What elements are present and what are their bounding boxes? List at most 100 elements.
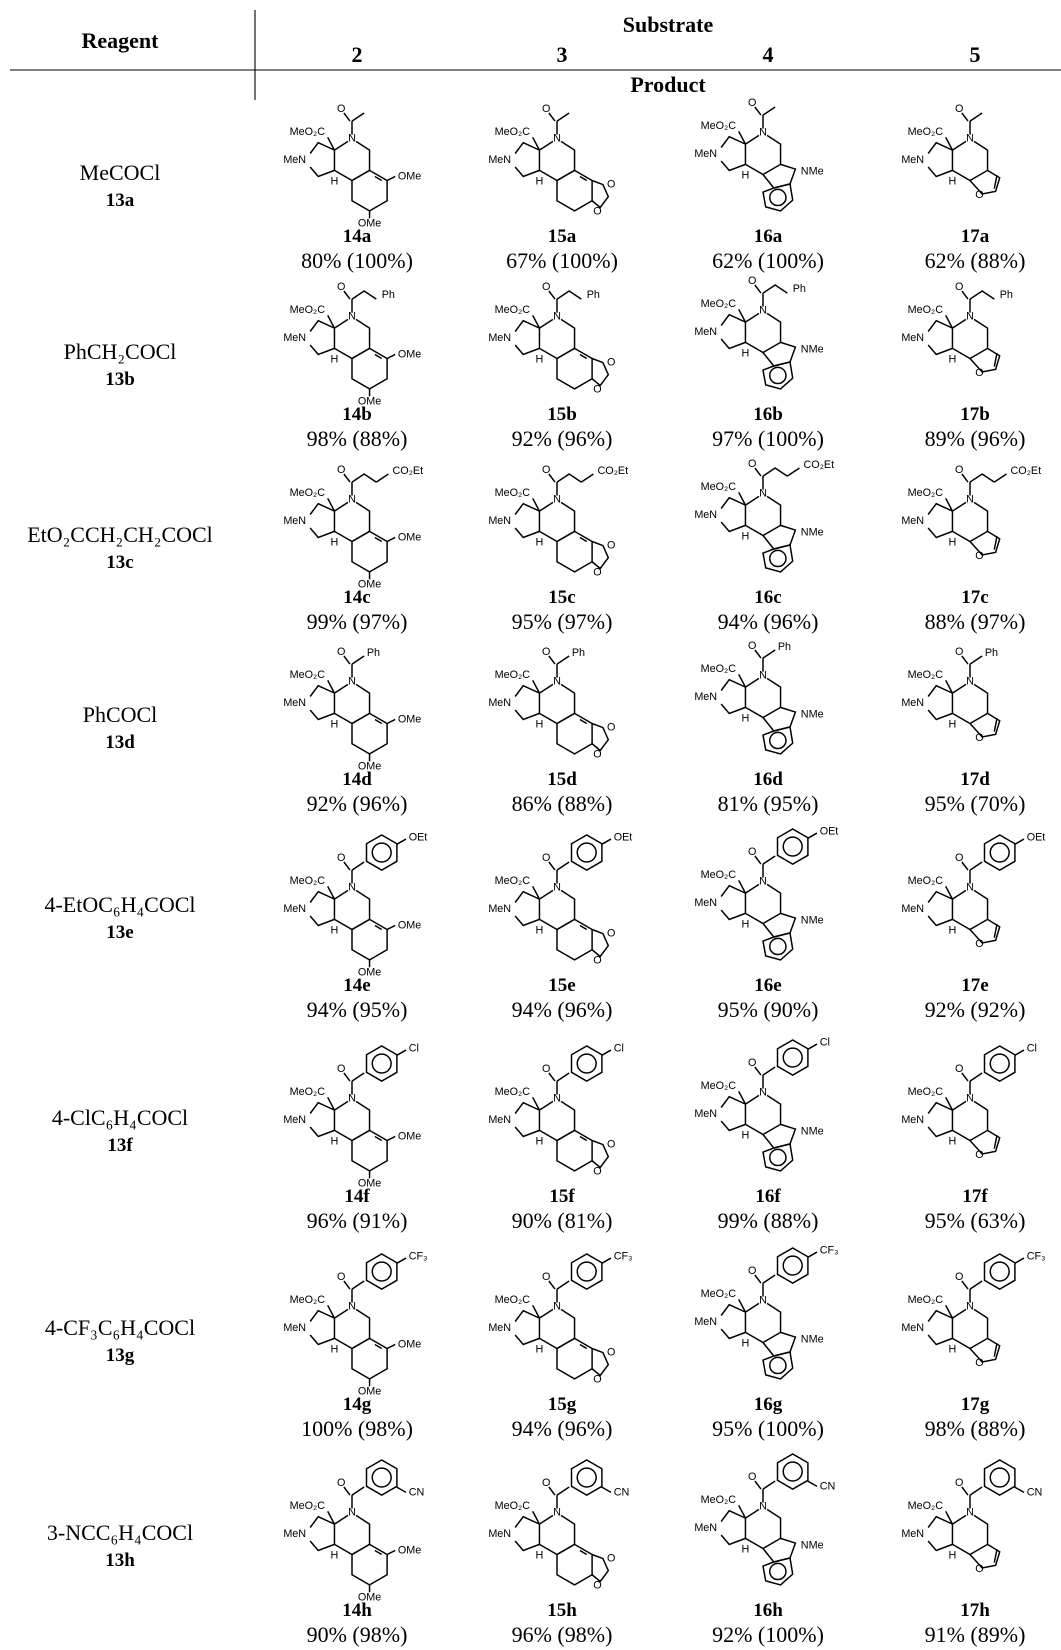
atom-label: MeN — [901, 515, 924, 527]
atom-label: OMe — [358, 1178, 381, 1190]
atom-label: CN — [820, 1480, 836, 1492]
ring — [983, 834, 1016, 871]
reagent-id: 13d — [105, 732, 135, 753]
bond — [744, 134, 782, 176]
bond — [309, 915, 335, 927]
bond — [744, 883, 782, 925]
compound-id: 15f — [549, 1186, 575, 1207]
atom-label: O — [975, 938, 983, 950]
atom-label: N — [348, 133, 356, 145]
bond — [720, 1509, 746, 1522]
bond — [514, 1126, 540, 1138]
bond — [309, 1126, 335, 1138]
bond — [514, 1515, 540, 1528]
atom-label: N — [966, 494, 974, 506]
bond — [762, 1480, 776, 1490]
aromatic — [371, 1261, 392, 1282]
bond — [591, 722, 610, 752]
bond — [927, 709, 953, 721]
atom-label: MeN — [901, 154, 924, 166]
atom-label: H — [949, 176, 957, 188]
header-substrate: Substrate — [623, 12, 714, 37]
atom-label: N — [966, 882, 974, 894]
bond — [927, 344, 953, 356]
atom-label: N — [759, 876, 767, 888]
compound-id: 17f — [962, 1186, 988, 1207]
bond — [807, 832, 818, 840]
bond — [969, 1129, 1001, 1155]
atom-label: N — [553, 882, 561, 894]
aromatic — [769, 188, 787, 207]
bond — [386, 1343, 396, 1350]
bond — [591, 357, 610, 387]
bond — [375, 473, 389, 483]
atom-label: MeO₂C — [495, 1086, 531, 1098]
bond — [580, 473, 594, 483]
atom-label: O — [542, 1063, 550, 1075]
bond — [738, 130, 747, 145]
bond — [927, 141, 953, 154]
bond — [754, 1066, 762, 1076]
atom-label: OMe — [398, 1130, 421, 1142]
bond — [514, 1101, 540, 1114]
bond — [514, 166, 540, 178]
atom-label: NMe — [801, 1334, 824, 1346]
compound-id: 14c — [343, 587, 370, 608]
substrate-number: 4 — [763, 42, 774, 67]
atom-label: NMe — [801, 344, 824, 356]
atom-label: O — [748, 1471, 756, 1483]
bond — [969, 530, 1001, 556]
bond — [993, 923, 998, 938]
atom-label: O — [607, 1138, 615, 1150]
atom-label: MeO₂C — [290, 875, 326, 887]
bond — [591, 928, 610, 958]
atom-label: MeN — [488, 903, 511, 915]
atom-label: O — [337, 103, 345, 115]
atom-label: N — [759, 670, 767, 682]
atom-label: O — [975, 367, 983, 379]
ring — [351, 1337, 388, 1380]
bond — [961, 1280, 969, 1290]
bond — [969, 347, 1001, 373]
atom-label: N — [966, 676, 974, 688]
bond — [969, 918, 1001, 944]
bond — [720, 1303, 746, 1316]
bond — [514, 141, 540, 154]
bond — [532, 1304, 541, 1319]
structure: N MeN H MeO₂C O Cl O — [901, 1043, 1037, 1162]
bond — [744, 677, 782, 719]
structure: N MeN H MeO₂C O OEt O — [901, 832, 1045, 951]
atom-label: MeN — [488, 332, 511, 344]
atom-label: O — [975, 732, 983, 744]
atom-label: O — [593, 954, 601, 966]
atom-label: N — [348, 494, 356, 506]
atom-label: H — [949, 537, 957, 549]
compound-id: 17b — [960, 404, 990, 425]
bond — [754, 467, 762, 477]
bond — [386, 536, 396, 543]
bond — [538, 501, 576, 543]
bond — [343, 290, 351, 300]
structure: N MeN H MeO₂C O CN OMe OMe — [283, 1459, 424, 1604]
bond — [927, 1540, 953, 1552]
atom-label: H — [949, 1136, 957, 1148]
bond — [1014, 1257, 1025, 1265]
compound-id: 15h — [547, 1600, 577, 1621]
aromatic — [782, 1047, 803, 1068]
atom-label: MeN — [901, 903, 924, 915]
yield: 92% (100%) — [712, 1622, 824, 1647]
bond — [309, 344, 335, 356]
ring — [351, 169, 388, 212]
header-reagent: Reagent — [82, 28, 160, 53]
bond — [786, 467, 800, 477]
bond — [351, 290, 377, 300]
bond — [343, 655, 351, 665]
bond — [327, 679, 336, 694]
atom-label: MeN — [283, 1322, 306, 1334]
bond — [309, 166, 335, 178]
bond — [601, 1486, 612, 1494]
reagent-name: 3-NCC₆H₄COCl — [47, 1520, 193, 1545]
compound-id: 15b — [547, 404, 577, 425]
atom-label: CO₂Et — [598, 465, 629, 477]
aromatic — [371, 842, 392, 863]
